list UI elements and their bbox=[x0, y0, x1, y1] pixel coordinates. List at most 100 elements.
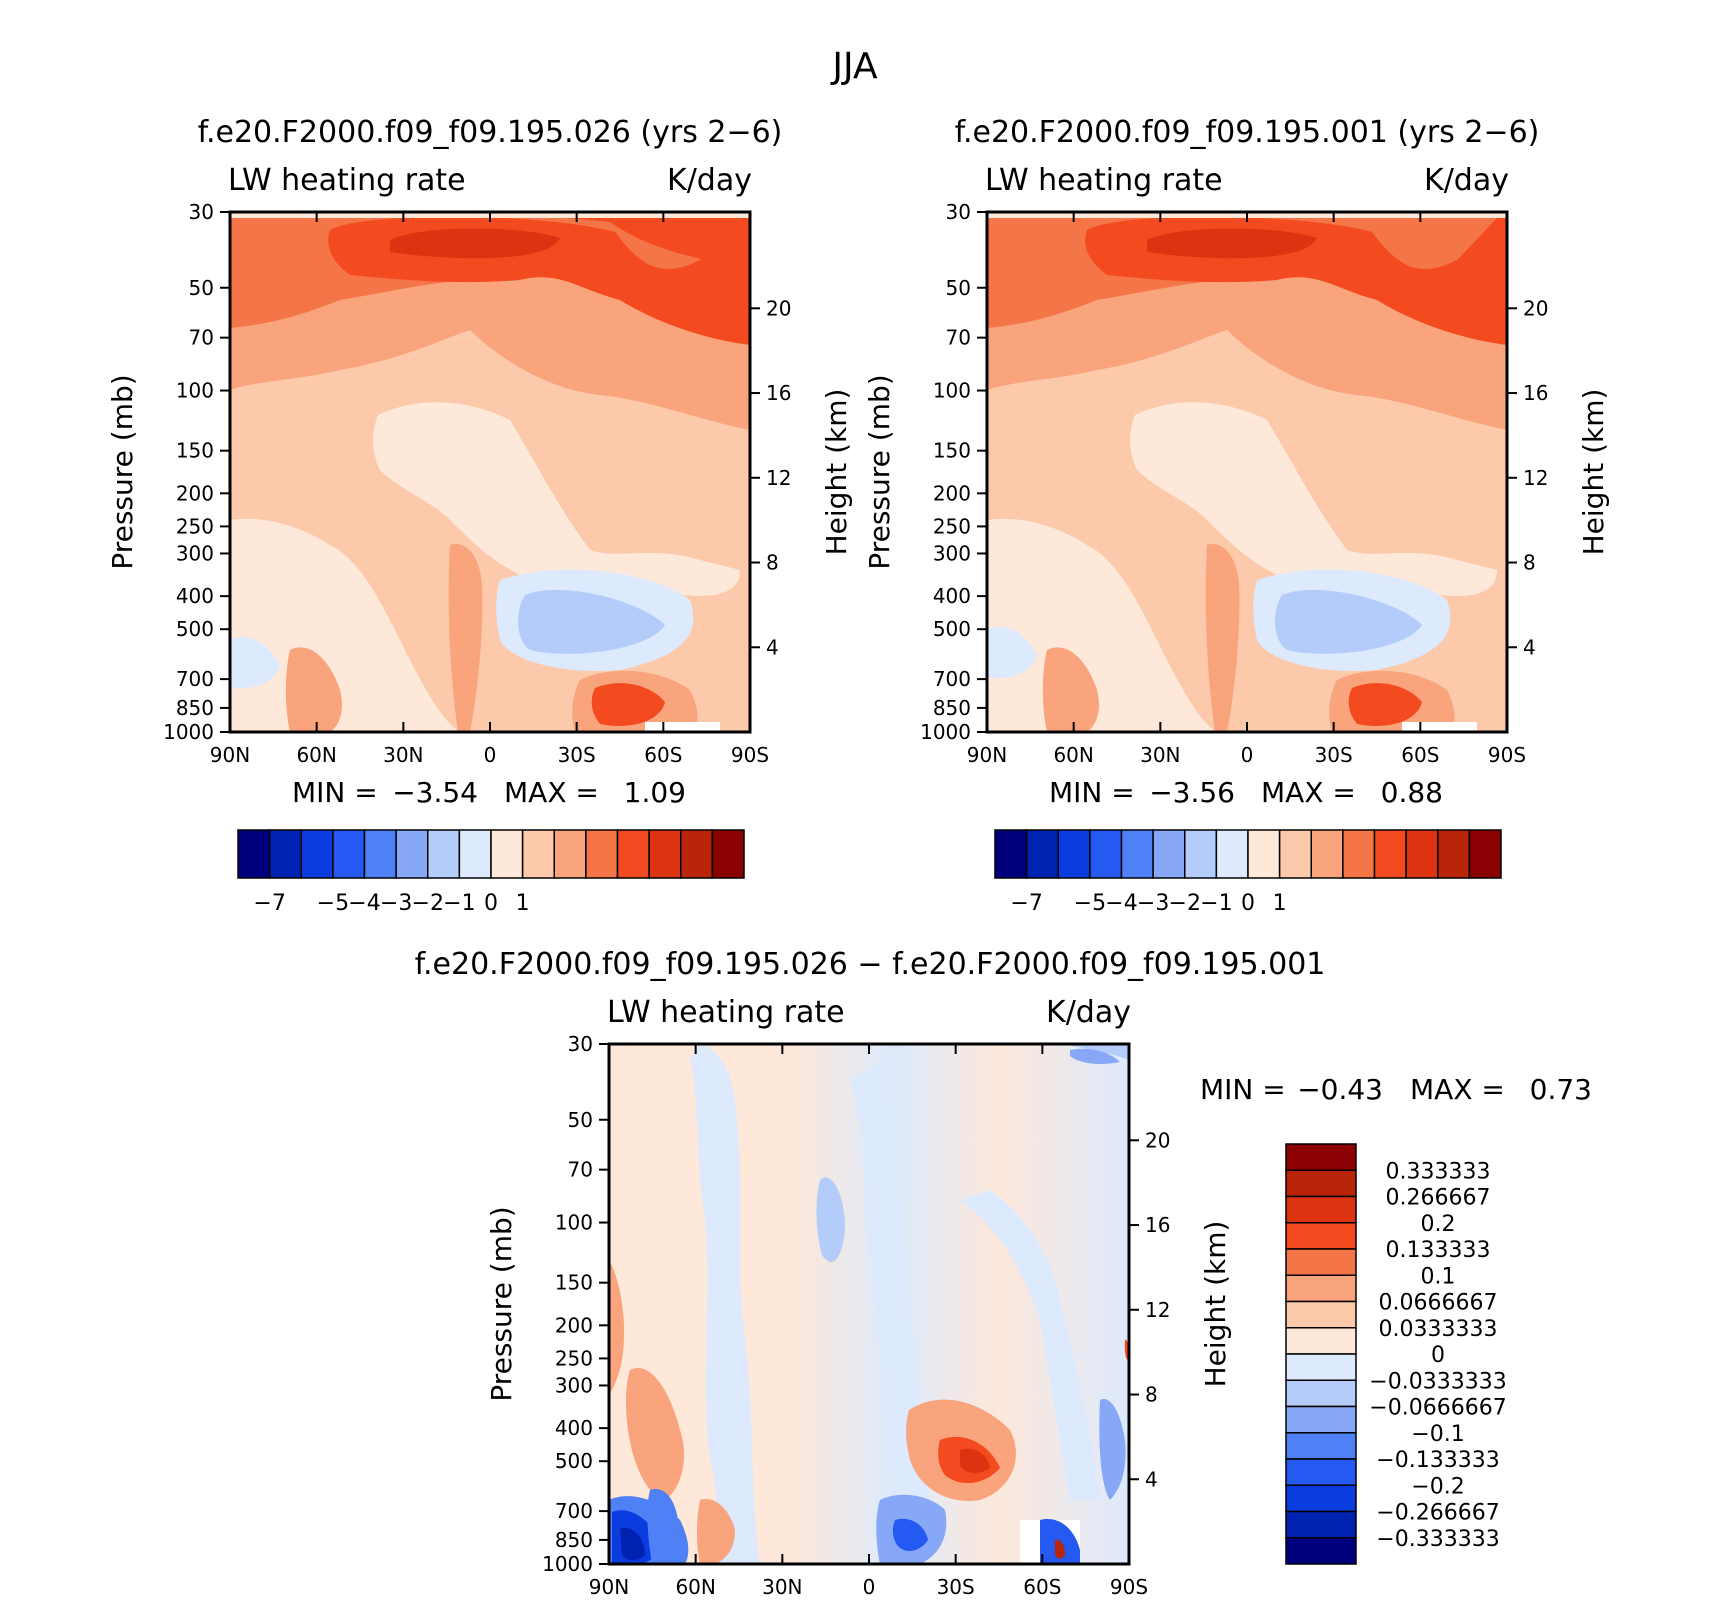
panel-1-height-ticks: 20 16 12 8 4 bbox=[750, 296, 791, 659]
x-tick-label: 60N bbox=[296, 743, 336, 767]
pressure-tick-label: 200 bbox=[933, 481, 971, 505]
pressure-tick-label: 150 bbox=[555, 1271, 593, 1295]
panel-2-max-value: 0.88 bbox=[1381, 776, 1443, 809]
x-tick-label: 30N bbox=[762, 1575, 802, 1599]
pressure-tick-label: 400 bbox=[933, 584, 971, 608]
colorbar-box bbox=[1089, 829, 1123, 879]
panel-3-y-axis-label: Pressure (mb) bbox=[485, 1206, 518, 1401]
colorbar-box bbox=[363, 829, 397, 879]
panel-1-max-label: MAX = bbox=[504, 776, 599, 809]
colorbar-box bbox=[1285, 1274, 1357, 1303]
colorbar-box bbox=[711, 829, 745, 879]
panel-1: f.e20.F2000.f09_f09.195.026 (yrs 2−6) LW… bbox=[106, 115, 853, 916]
colorbar-label: −0.333333 bbox=[1376, 1527, 1499, 1552]
panel-3-variable-label: LW heating rate bbox=[607, 995, 845, 1030]
panel-2-y-axis-label: Pressure (mb) bbox=[863, 374, 896, 569]
height-tick-label: 16 bbox=[766, 381, 791, 405]
pressure-tick-label: 100 bbox=[933, 379, 971, 403]
colorbar-box bbox=[1285, 1484, 1357, 1513]
pressure-tick-label: 250 bbox=[933, 514, 971, 538]
pressure-tick-label: 700 bbox=[555, 1499, 593, 1523]
panel-3-right-axis-label: Height (km) bbox=[1199, 1221, 1232, 1388]
colorbar-box bbox=[1285, 1537, 1357, 1565]
colorbar-label: −0.1 bbox=[1411, 1422, 1464, 1447]
x-tick-label: 90S bbox=[731, 743, 769, 767]
colorbar-box bbox=[1285, 1169, 1357, 1198]
panel-2-contour-field bbox=[987, 212, 1507, 732]
x-tick-label: 0 bbox=[1241, 743, 1254, 767]
colorbar-box bbox=[237, 829, 271, 879]
panel-3-contour-field bbox=[609, 1042, 1129, 1564]
x-tick-label: 30S bbox=[937, 1575, 975, 1599]
colorbar-label: −5 bbox=[317, 891, 349, 916]
panel-2-unit-label: K/day bbox=[1424, 163, 1509, 198]
colorbar-box bbox=[332, 829, 366, 879]
panel-1-right-axis-label: Height (km) bbox=[820, 389, 853, 556]
colorbar-box bbox=[585, 829, 619, 879]
colorbar-box bbox=[1152, 829, 1186, 879]
panel-1-min-label: MIN = bbox=[292, 776, 378, 809]
panel-1-max-value: 1.09 bbox=[624, 776, 686, 809]
pressure-tick-label: 300 bbox=[555, 1373, 593, 1397]
pressure-tick-label: 50 bbox=[568, 1108, 593, 1132]
height-tick-label: 20 bbox=[766, 296, 791, 320]
colorbar-label: 0 bbox=[1241, 891, 1255, 916]
pressure-tick-label: 100 bbox=[176, 379, 214, 403]
pressure-tick-label: 30 bbox=[189, 200, 214, 224]
panel-3-max-label: MAX = bbox=[1410, 1073, 1505, 1106]
pressure-tick-label: 200 bbox=[555, 1313, 593, 1337]
colorbar-box bbox=[1285, 1458, 1357, 1486]
pressure-tick-label: 70 bbox=[946, 326, 971, 350]
pressure-tick-label: 30 bbox=[568, 1032, 593, 1056]
colorbar-box bbox=[1285, 1432, 1357, 1460]
figure-title: JJA bbox=[830, 46, 878, 87]
pressure-tick-label: 100 bbox=[555, 1211, 593, 1235]
pressure-tick-label: 700 bbox=[933, 667, 971, 691]
colorbar-box bbox=[1373, 829, 1407, 879]
colorbar-label: −0.0666667 bbox=[1369, 1396, 1506, 1421]
height-tick-label: 16 bbox=[1523, 381, 1548, 405]
colorbar-box bbox=[1184, 829, 1218, 879]
colorbar-box bbox=[1468, 829, 1502, 879]
colorbar-box bbox=[648, 829, 682, 879]
pressure-tick-label: 150 bbox=[176, 439, 214, 463]
colorbar-box bbox=[680, 829, 714, 879]
colorbar-box bbox=[1285, 1195, 1357, 1224]
panel-3-x-ticks: 90N 60N 30N 0 30S 60S 90S bbox=[589, 1044, 1148, 1599]
pressure-tick-label: 850 bbox=[176, 696, 214, 720]
colorbar-box bbox=[1247, 829, 1281, 879]
colorbar-label: 0.0666667 bbox=[1379, 1291, 1498, 1316]
pressure-tick-label: 400 bbox=[176, 584, 214, 608]
colorbar-box bbox=[395, 829, 429, 879]
colorbar-box bbox=[553, 829, 587, 879]
height-tick-label: 12 bbox=[1523, 466, 1548, 490]
colorbar-box bbox=[521, 829, 555, 879]
colorbar-box bbox=[616, 829, 650, 879]
height-tick-label: 20 bbox=[1145, 1128, 1170, 1152]
colorbar-box bbox=[300, 829, 334, 879]
colorbar-box bbox=[994, 829, 1028, 879]
panel-2-variable-label: LW heating rate bbox=[985, 163, 1223, 198]
panel-3-min-value: −0.43 bbox=[1297, 1073, 1383, 1106]
panel-3-unit-label: K/day bbox=[1046, 995, 1131, 1030]
x-tick-label: 30N bbox=[383, 743, 423, 767]
colorbar-box bbox=[1215, 829, 1249, 879]
panel-1-y-axis-label: Pressure (mb) bbox=[106, 374, 139, 569]
x-tick-label: 90N bbox=[967, 743, 1007, 767]
panel-3-colorbar: 0.3333330.2666670.20.1333330.10.06666670… bbox=[1285, 1143, 1507, 1565]
pressure-tick-label: 1000 bbox=[163, 720, 214, 744]
panel-3: f.e20.F2000.f09_f09.195.026 − f.e20.F200… bbox=[415, 947, 1592, 1599]
panel-1-min-value: −3.54 bbox=[392, 776, 478, 809]
panel-1-variable-label: LW heating rate bbox=[228, 163, 466, 198]
panel-2-x-ticks: 90N 60N 30N 0 30S 60S 90S bbox=[967, 212, 1526, 767]
panel-3-max-value: 0.73 bbox=[1530, 1073, 1592, 1106]
height-tick-label: 20 bbox=[1523, 296, 1548, 320]
x-tick-label: 60N bbox=[675, 1575, 715, 1599]
pressure-tick-label: 50 bbox=[189, 276, 214, 300]
height-tick-label: 4 bbox=[1523, 635, 1536, 659]
pressure-tick-label: 500 bbox=[176, 617, 214, 641]
colorbar-label: −1 bbox=[1200, 891, 1232, 916]
panel-1-colorbar: −7 −5 −4 −3 −2 −1 0 1 bbox=[237, 829, 745, 916]
